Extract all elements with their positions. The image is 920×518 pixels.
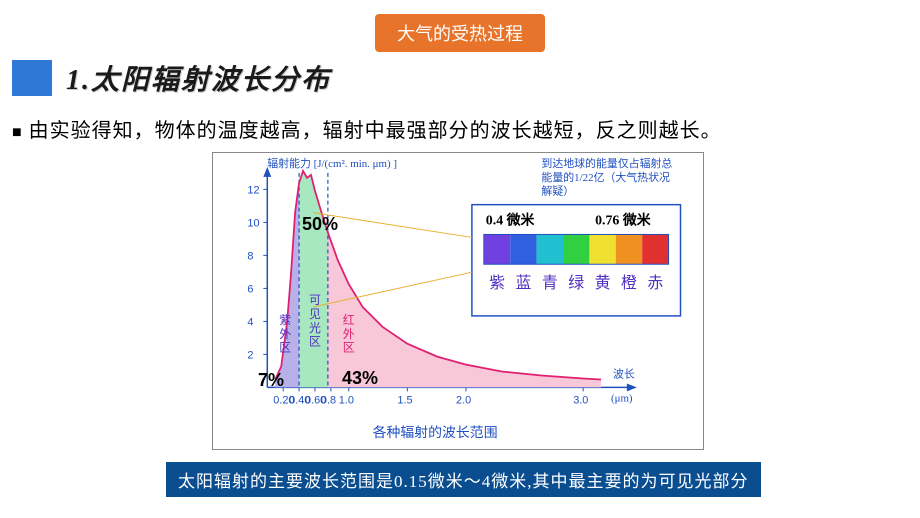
svg-text:橙: 橙 [621,274,637,292]
pct-7: 7% [258,370,284,391]
svg-text:2: 2 [247,349,253,361]
svg-text:0.4 微米: 0.4 微米 [486,212,535,229]
svg-text:红外区: 红外区 [343,313,355,355]
section-title: 1.太阳辐射波长分布 [66,58,331,98]
svg-text:波长: 波长 [613,367,635,380]
svg-text:辐射能力 [J/(cm². min. μm) ]: 辐射能力 [J/(cm². min. μm) ] [267,156,397,170]
svg-text:10: 10 [247,217,259,229]
svg-text:1.0: 1.0 [339,394,354,406]
chart-container: 辐射能力 [J/(cm². min. μm) ] 到达地球的能量仅占辐射总 能量… [212,152,704,450]
svg-text:可见光区: 可见光区 [309,293,321,349]
svg-text:赤: 赤 [647,274,663,292]
bullet-text: 由实验得知，物体的温度越高，辐射中最强部分的波长越短，反之则越长。 [12,114,722,143]
svg-text:能量的1/22亿（大气热状况: 能量的1/22亿（大气热状况 [541,170,670,184]
svg-text:黄: 黄 [595,274,611,292]
svg-text:0.76 微米: 0.76 微米 [595,212,651,229]
svg-text:(μm): (μm) [611,392,633,404]
svg-text:12: 12 [247,184,259,196]
pct-50: 50% [302,214,338,235]
pct-43: 43% [342,368,378,389]
svg-text:紫外区: 紫外区 [279,313,291,355]
svg-text:绿: 绿 [568,274,584,292]
top-banner: 大气的受热过程 [375,14,545,52]
svg-text:8: 8 [247,250,253,262]
svg-text:4: 4 [247,316,253,328]
svg-text:0.8: 0.8 [321,394,336,406]
spectrum-chart: 辐射能力 [J/(cm². min. μm) ] 到达地球的能量仅占辐射总 能量… [213,153,703,449]
section-block [12,60,52,96]
svg-text:各种辐射的波长范围: 各种辐射的波长范围 [373,424,498,441]
svg-text:青: 青 [542,274,558,292]
svg-text:6: 6 [247,283,253,295]
svg-text:到达地球的能量仅占辐射总: 到达地球的能量仅占辐射总 [541,156,672,170]
svg-text:1.5: 1.5 [397,394,412,406]
svg-text:3.0: 3.0 [573,394,588,406]
footer-caption: 太阳辐射的主要波长范围是0.15微米～4微米,其中最主要的为可见光部分 [166,462,761,497]
svg-text:蓝: 蓝 [515,274,531,292]
svg-text:紫: 紫 [489,274,505,292]
svg-text:解疑）: 解疑） [541,184,574,198]
section-header: 1.太阳辐射波长分布 [12,58,331,98]
svg-text:2.0: 2.0 [456,394,471,406]
